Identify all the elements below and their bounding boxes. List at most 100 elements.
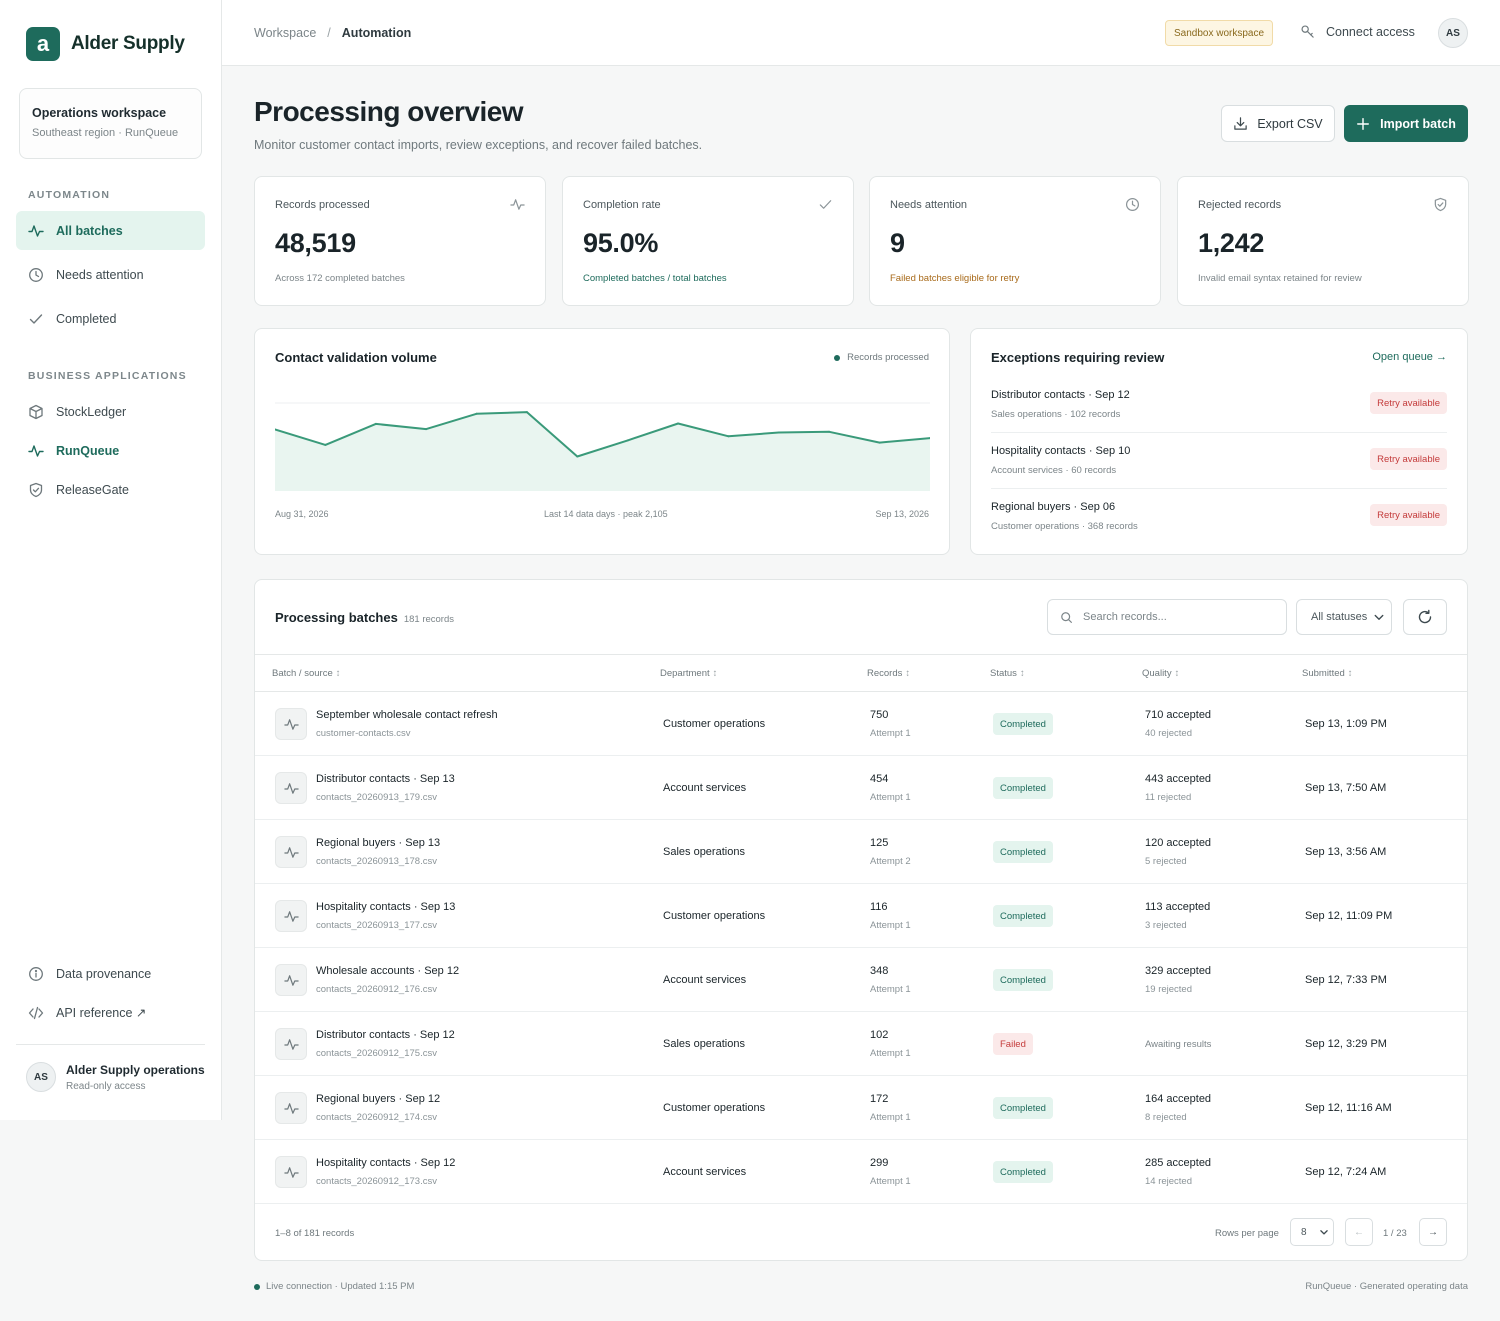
activity-icon — [28, 444, 44, 457]
user-profile[interactable]: AS Alder Supply operations Read-only acc… — [26, 1062, 205, 1092]
previous-page-button[interactable]: ← — [1345, 1218, 1373, 1246]
search-input[interactable] — [1083, 611, 1273, 623]
chart-point — [777, 431, 780, 434]
breadcrumb-workspace[interactable]: Workspace — [254, 26, 317, 40]
column-header-status[interactable]: Status ↕ — [990, 668, 1025, 679]
shield-check-icon — [1434, 197, 1447, 212]
batch-icon — [275, 1156, 307, 1188]
column-header-submitted[interactable]: Submitted ↕ — [1302, 668, 1353, 679]
batch-icon — [275, 900, 307, 932]
stat-card-rejected-records: Rejected records 1,242 Invalid email syn… — [1177, 176, 1469, 306]
table-row[interactable]: September wholesale contact refresh custo… — [255, 692, 1467, 756]
column-header-department[interactable]: Department ↕ — [660, 668, 717, 679]
chart-area — [275, 412, 930, 491]
open-queue-link[interactable]: Open queue → — [1372, 351, 1447, 363]
sidebar-item-api-reference[interactable]: API reference ↗ — [16, 993, 205, 1032]
activity-icon — [28, 224, 44, 237]
connect-access-label: Connect access — [1326, 24, 1415, 39]
sidebar-item-needs-attention[interactable]: Needs attention — [16, 255, 205, 294]
batch-file: customer-contacts.csv — [316, 728, 411, 739]
rows-per-page-value: 8 — [1301, 1226, 1307, 1238]
table-row[interactable]: Regional buyers · Sep 12 contacts_2026091… — [255, 1076, 1467, 1140]
exception-title: Distributor contacts · Sep 12 — [991, 389, 1130, 401]
search-field[interactable] — [1047, 599, 1287, 635]
chart-point — [576, 455, 579, 458]
table-row[interactable]: Wholesale accounts · Sep 12 contacts_2026… — [255, 948, 1467, 1012]
chart-point — [425, 428, 428, 431]
batch-icon — [275, 836, 307, 868]
attempt-number: Attempt 1 — [870, 792, 911, 803]
sidebar-item-all-batches[interactable]: All batches — [16, 211, 205, 250]
export-csv-button[interactable]: Export CSV — [1221, 105, 1335, 142]
retry-badge[interactable]: Retry available — [1370, 392, 1447, 414]
sort-icon: ↕ — [712, 668, 718, 679]
stat-foot: Invalid email syntax retained for review — [1198, 273, 1362, 284]
batch-name[interactable]: Regional buyers · Sep 13 — [316, 837, 441, 849]
attempt-number: Attempt 1 — [870, 920, 911, 931]
batch-file: contacts_20260913_179.csv — [316, 792, 437, 803]
check-icon — [29, 313, 43, 324]
code-icon — [28, 1006, 44, 1019]
submitted-time: Sep 12, 11:16 AM — [1305, 1102, 1392, 1114]
table-row[interactable]: Distributor contacts · Sep 12 contacts_20… — [255, 1012, 1467, 1076]
avatar[interactable]: AS — [1438, 18, 1468, 48]
activity-icon — [283, 846, 299, 858]
record-count: 102 — [870, 1029, 889, 1041]
chart-point — [626, 439, 629, 442]
column-header-quality[interactable]: Quality ↕ — [1142, 668, 1179, 679]
connection-status: Live connection · Updated 1:15 PM — [254, 1281, 414, 1292]
activity-icon — [283, 1166, 299, 1178]
sidebar-item-runqueue[interactable]: RunQueue — [16, 431, 205, 470]
stat-label: Needs attention — [890, 199, 968, 211]
avatar: AS — [26, 1062, 56, 1092]
brand[interactable]: a Alder Supply — [26, 27, 185, 61]
chart-point — [677, 422, 680, 425]
sidebar-item-data-provenance[interactable]: Data provenance — [16, 954, 205, 993]
rows-per-page-label: Rows per page — [1215, 1228, 1279, 1239]
activity-icon — [283, 1038, 299, 1050]
sort-icon: ↕ — [1174, 668, 1180, 679]
rows-per-page-select[interactable]: 8 — [1290, 1218, 1334, 1246]
chart-plot — [275, 402, 930, 491]
batch-name[interactable]: September wholesale contact refresh — [316, 709, 498, 721]
refresh-button[interactable] — [1403, 599, 1447, 635]
attempt-number: Attempt 1 — [870, 728, 911, 739]
sidebar-item-stockledger[interactable]: StockLedger — [16, 392, 205, 431]
workspace-switcher[interactable]: Operations workspace Southeast region · … — [19, 88, 202, 159]
batch-name[interactable]: Distributor contacts · Sep 12 — [316, 1029, 455, 1041]
retry-badge[interactable]: Retry available — [1370, 448, 1447, 470]
sidebar-item-releasegate[interactable]: ReleaseGate — [16, 470, 205, 509]
next-page-button[interactable]: → — [1419, 1218, 1447, 1246]
status-badge: Completed — [993, 713, 1053, 735]
stat-label: Rejected records — [1198, 199, 1282, 211]
table-count: 181 records — [403, 614, 454, 625]
column-header-records[interactable]: Records ↕ — [867, 668, 910, 679]
activity-icon — [283, 718, 299, 730]
quality-accepted: 285 accepted — [1145, 1157, 1212, 1169]
connect-access-button[interactable]: Connect access — [1300, 24, 1415, 39]
attempt-number: Attempt 2 — [870, 856, 911, 867]
attempt-number: Attempt 1 — [870, 1112, 911, 1123]
table-row[interactable]: Regional buyers · Sep 13 contacts_2026091… — [255, 820, 1467, 884]
exception-item[interactable]: Distributor contacts · Sep 12 Sales oper… — [991, 377, 1447, 433]
status-filter-select[interactable]: All statuses — [1296, 599, 1392, 635]
batch-name[interactable]: Wholesale accounts · Sep 12 — [316, 965, 460, 977]
column-header-batch[interactable]: Batch / source ↕ — [272, 668, 340, 679]
table-row[interactable]: Distributor contacts · Sep 13 contacts_20… — [255, 756, 1467, 820]
table-row[interactable]: Hospitality contacts · Sep 13 contacts_20… — [255, 884, 1467, 948]
sidebar-item-completed[interactable]: Completed — [16, 299, 205, 338]
batch-name[interactable]: Hospitality contacts · Sep 12 — [316, 1157, 456, 1169]
batch-name[interactable]: Distributor contacts · Sep 13 — [316, 773, 455, 785]
batch-name[interactable]: Regional buyers · Sep 12 — [316, 1093, 441, 1105]
exception-item[interactable]: Regional buyers · Sep 06 Customer operat… — [991, 489, 1447, 545]
exception-item[interactable]: Hospitality contacts · Sep 10 Account se… — [991, 433, 1447, 489]
retry-badge[interactable]: Retry available — [1370, 504, 1447, 526]
connection-status-text: Live connection · Updated 1:15 PM — [266, 1281, 415, 1292]
batch-file: contacts_20260912_175.csv — [316, 1048, 437, 1059]
batch-name[interactable]: Hospitality contacts · Sep 13 — [316, 901, 456, 913]
attempt-number: Attempt 1 — [870, 984, 911, 995]
table-row[interactable]: Hospitality contacts · Sep 12 contacts_20… — [255, 1140, 1467, 1204]
attempt-number: Attempt 1 — [870, 1176, 911, 1187]
quality-rejected: 40 rejected — [1145, 728, 1193, 739]
import-batch-button[interactable]: Import batch — [1344, 105, 1468, 142]
